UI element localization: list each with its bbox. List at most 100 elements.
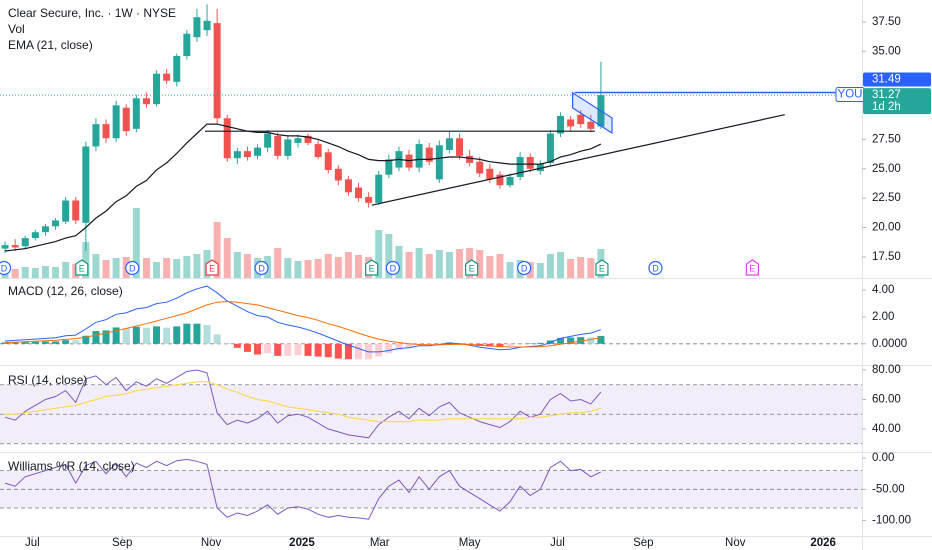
macd-histogram-bar [1, 342, 9, 344]
earnings-marker [595, 259, 609, 276]
y-tick-label: 2.00 [872, 311, 894, 323]
volume-bar [425, 254, 433, 278]
dividend-marker [517, 260, 532, 276]
macd-histogram-bar [233, 343, 241, 348]
volume-bar [102, 260, 110, 278]
y-tick-label: 22.50 [872, 192, 901, 204]
macd-histogram-bar [284, 343, 292, 356]
candle-body [385, 159, 393, 175]
event-label: E [469, 263, 475, 273]
candle-body [264, 133, 272, 148]
macd-histogram-bar [355, 343, 363, 360]
candle-body [11, 245, 19, 248]
y-tick-label: 40.00 [872, 423, 901, 435]
volume-bar [41, 266, 49, 278]
candle-body [486, 168, 494, 180]
volume-bar [213, 222, 221, 278]
candle-body [243, 151, 251, 158]
candle-body [577, 114, 585, 125]
y-tick-label: 25.00 [872, 163, 901, 175]
macd-title: MACD (12, 26, close) [8, 284, 123, 298]
chart-title: Clear Secure, Inc. · 1W · NYSE [8, 6, 176, 20]
volume-bar [193, 254, 201, 278]
volume-bar [456, 249, 464, 278]
event-label: E [599, 263, 605, 273]
macd-histogram-bar [213, 334, 221, 344]
rsi-title: RSI (14, close) [8, 373, 87, 387]
macd-histogram-bar [254, 343, 262, 355]
volume-bar [496, 254, 504, 278]
earnings-marker [205, 259, 219, 276]
candle-body [183, 33, 191, 57]
macd-histogram-bar [62, 340, 70, 344]
volume-bar [163, 258, 171, 278]
macd-histogram-bar [264, 343, 272, 354]
macd-histogram-bar [243, 343, 251, 352]
macd-histogram-bar [21, 341, 29, 344]
macd-histogram-bar [102, 330, 110, 344]
macd-histogram-bar [557, 337, 565, 344]
trend-drawing [371, 114, 785, 206]
macd-histogram-bar [567, 337, 575, 344]
alert-name: YOU [838, 89, 863, 101]
event-label: E [369, 263, 375, 273]
candle-body [173, 56, 181, 82]
macd-line [4, 300, 601, 348]
macd-histogram-bar [173, 326, 181, 344]
x-tick-label: 2025 [289, 537, 315, 549]
trend-drawing [571, 91, 613, 135]
y-tick-label: 20.00 [872, 222, 901, 234]
candle-body [456, 138, 464, 156]
labels: Clear Secure, Inc. · 1W · NYSE Vol EMA (… [8, 6, 176, 473]
candle-body [506, 176, 514, 186]
volume-bar [536, 263, 544, 278]
macd-histogram-bar [395, 343, 403, 350]
candle-body [496, 174, 504, 186]
ema-line [4, 123, 602, 252]
macd-histogram-bar [72, 340, 80, 344]
macd-histogram-bar [577, 337, 585, 344]
candle-body [62, 200, 70, 222]
candle-body [466, 155, 474, 163]
candle-body [355, 187, 363, 199]
macd-histogram-bar [294, 343, 302, 356]
macd-histogram-bar [324, 343, 332, 358]
y-tick-label: 4.00 [872, 284, 894, 296]
macd-histogram-bar [31, 341, 39, 344]
volume-bar [294, 261, 302, 278]
volume-bar [183, 256, 191, 278]
candle-body [526, 157, 534, 169]
event-label: D [258, 263, 265, 273]
event-label: D [1, 263, 8, 273]
candle-body [254, 147, 262, 156]
x-tick-label: Nov [725, 537, 746, 549]
macd-histogram-bar [304, 343, 312, 356]
indicator-line [4, 369, 602, 439]
x-tick-label: May [459, 537, 481, 549]
macd-histogram-bar [496, 343, 504, 348]
candle-body [546, 133, 554, 163]
volume-bar [445, 252, 453, 278]
volume-bar [415, 248, 423, 278]
candle-body [587, 121, 595, 129]
macd-histogram-bar [92, 331, 100, 344]
candle-body [41, 226, 49, 233]
candle-body [445, 138, 453, 150]
last-price-label: 31.27 [872, 89, 901, 101]
volume-bar [587, 258, 595, 278]
volume-bar [334, 257, 342, 278]
macd-histogram-bar [506, 343, 514, 346]
dividend-marker [648, 260, 663, 276]
candle-body [132, 98, 140, 129]
x-tick-label: Sep [112, 537, 132, 549]
x-tick-label: Mar [370, 537, 390, 549]
macd-histogram-bar [122, 328, 130, 344]
x-tick-label: 2026 [810, 537, 836, 549]
candle-body [92, 124, 100, 147]
volume-bar [11, 269, 19, 278]
candle-body [163, 73, 171, 81]
volume-bar [385, 234, 393, 278]
y-tick-label: 60.00 [872, 394, 901, 406]
macd-histogram-bar [11, 342, 19, 344]
